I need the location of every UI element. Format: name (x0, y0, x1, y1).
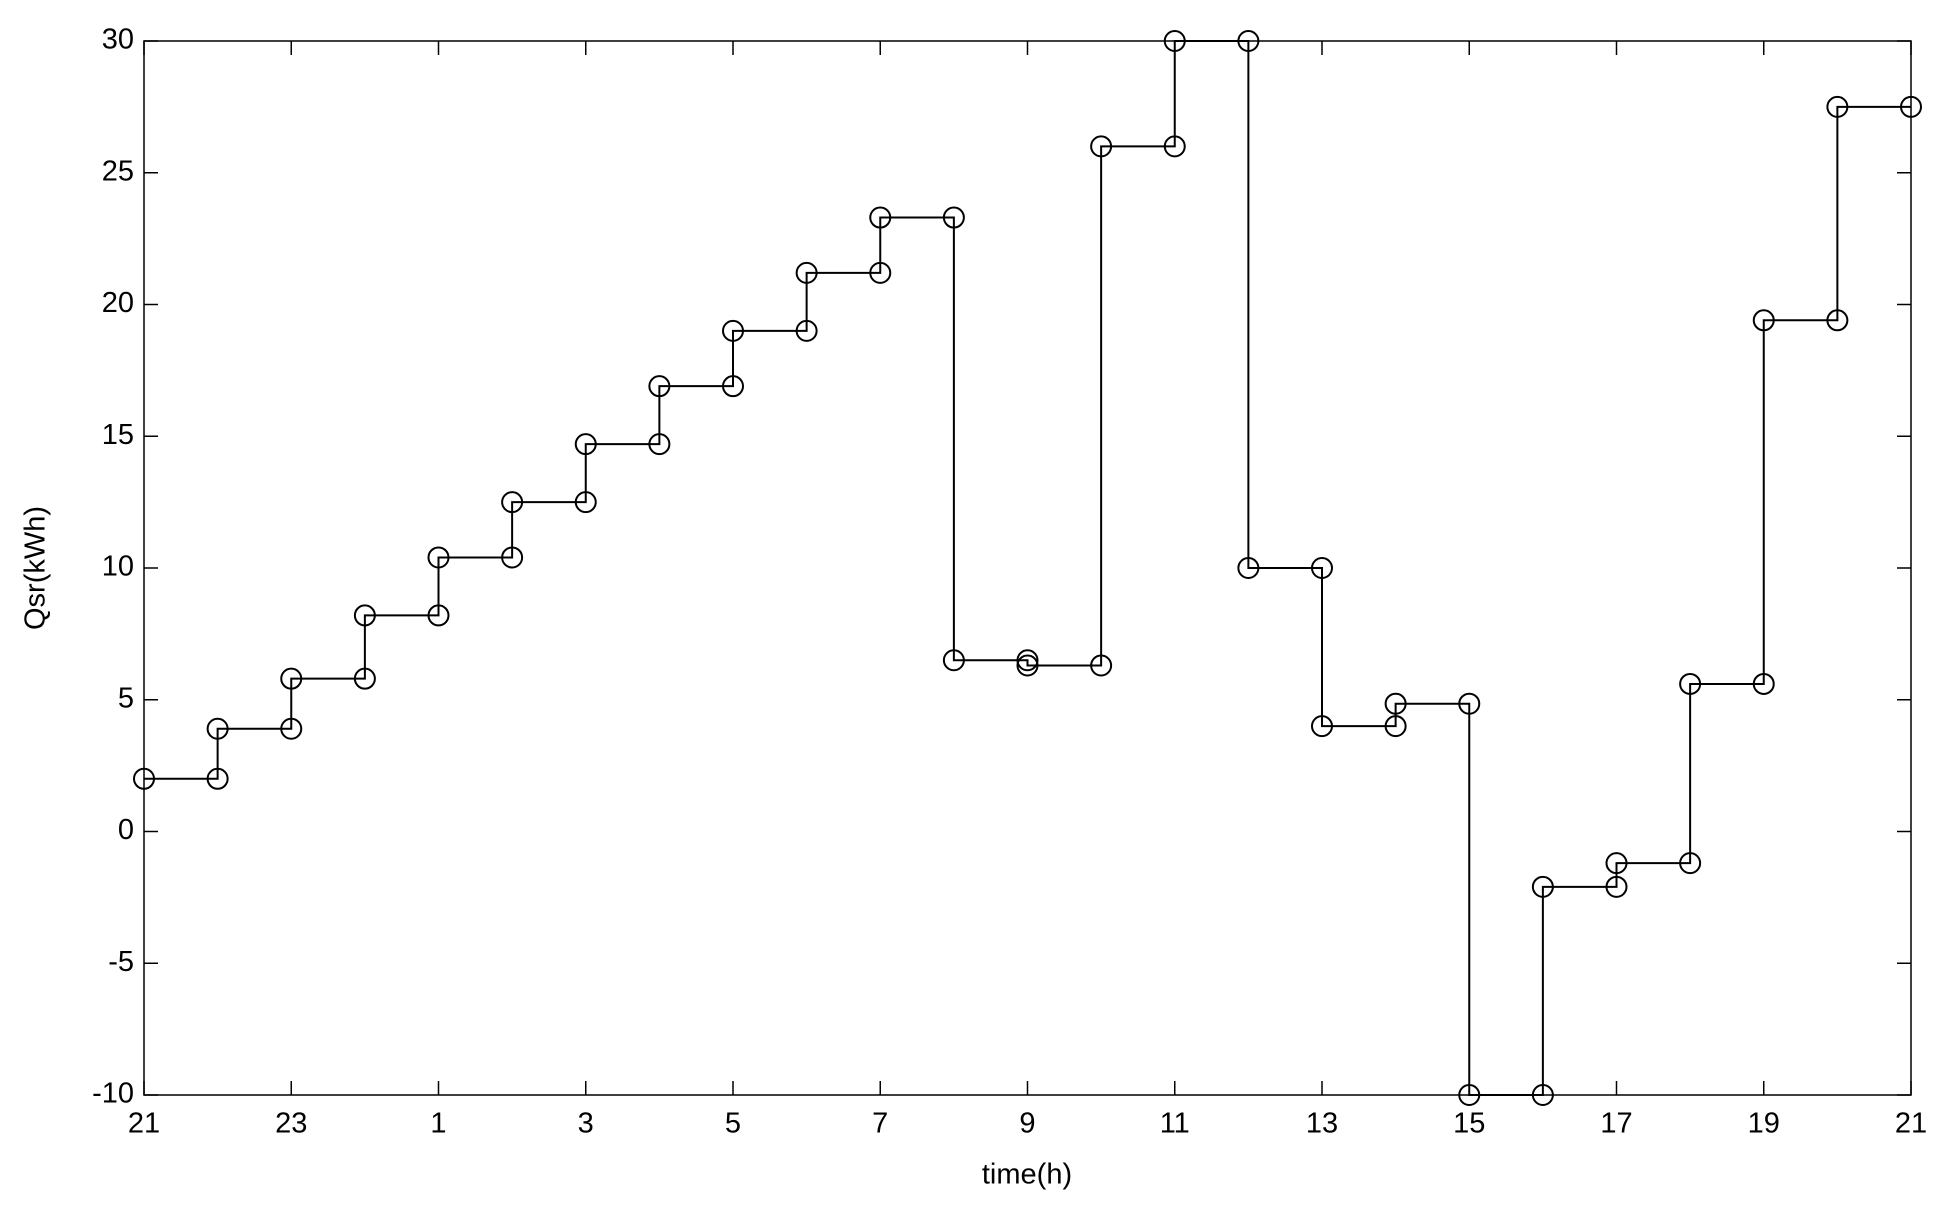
x-tick-label: 7 (872, 1108, 888, 1140)
marker (1752, 309, 1775, 332)
y-tick-label: 5 (118, 682, 134, 714)
marker (427, 546, 450, 569)
marker (206, 717, 229, 740)
x-tick-label: 21 (128, 1108, 160, 1140)
y-tick-label: -10 (92, 1078, 134, 1110)
marker (1237, 557, 1260, 579)
y-tick-label: 0 (118, 814, 134, 846)
marker (1900, 95, 1922, 118)
x-tick-label: 11 (1160, 1108, 1190, 1140)
x-tick-label: 3 (578, 1108, 594, 1140)
marker (795, 261, 818, 284)
y-tick-label: 30 (102, 24, 134, 56)
marker (427, 604, 450, 627)
marker (1016, 649, 1039, 672)
marker (869, 206, 892, 229)
y-tick-label: -5 (108, 946, 134, 978)
marker (942, 206, 965, 229)
plot-area (143, 40, 1912, 1096)
marker (1826, 95, 1849, 118)
marker (1384, 715, 1407, 738)
marker (795, 319, 818, 342)
marker (1090, 654, 1113, 677)
marker (1311, 557, 1333, 579)
y-axis-label: Qsr(kWh) (20, 506, 52, 630)
marker (1531, 875, 1554, 898)
x-tick-label: 17 (1600, 1108, 1632, 1140)
marker (869, 261, 892, 284)
y-tick-label: 20 (102, 287, 134, 319)
marker (1016, 654, 1039, 677)
marker (353, 604, 376, 627)
marker (722, 319, 744, 342)
x-tick-label: 1 (430, 1108, 446, 1140)
marker (1679, 672, 1702, 695)
y-tick-label: 10 (102, 551, 134, 583)
marker (1458, 1084, 1481, 1106)
marker (648, 375, 671, 398)
marker (1679, 852, 1702, 875)
marker (1605, 852, 1628, 875)
marker (1458, 692, 1481, 715)
marker (1826, 309, 1849, 332)
x-tick-label: 23 (275, 1108, 307, 1140)
marker (1163, 135, 1186, 158)
marker (648, 433, 671, 456)
marker (1237, 30, 1260, 52)
marker (133, 767, 155, 790)
step-line (144, 40, 1911, 1096)
marker (574, 433, 597, 456)
x-tick-label: 21 (1895, 1108, 1927, 1140)
marker (1090, 135, 1113, 158)
marker (501, 546, 524, 569)
x-tick-label: 13 (1306, 1108, 1338, 1140)
x-tick-label: 19 (1748, 1108, 1780, 1140)
x-tick-label: 15 (1453, 1108, 1485, 1140)
marker (1605, 875, 1628, 898)
y-tick-label: 25 (102, 155, 134, 187)
marker (1384, 692, 1407, 715)
marker (574, 491, 597, 514)
marker (280, 717, 303, 740)
marker (353, 667, 376, 690)
marker (280, 667, 303, 690)
x-tick-label: 5 (725, 1108, 741, 1140)
marker (1311, 715, 1333, 738)
marker (1752, 672, 1775, 695)
x-axis-label: time(h) (982, 1159, 1072, 1191)
marker (942, 649, 965, 672)
y-tick-label: 15 (102, 419, 134, 451)
marker (1531, 1084, 1554, 1106)
marker (722, 375, 744, 398)
marker (1163, 30, 1186, 52)
marker (206, 767, 229, 790)
x-tick-label: 9 (1019, 1108, 1035, 1140)
marker (501, 491, 524, 514)
